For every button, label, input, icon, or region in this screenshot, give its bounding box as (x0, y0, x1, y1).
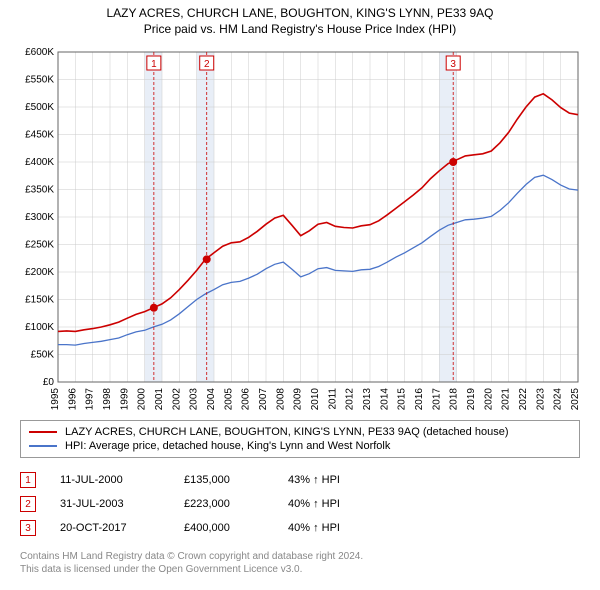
svg-text:1996: 1996 (67, 388, 78, 411)
svg-text:£300K: £300K (25, 212, 54, 223)
footer-line2: This data is licensed under the Open Gov… (20, 563, 580, 576)
legend-label: HPI: Average price, detached house, King… (65, 440, 390, 452)
transaction-price: £223,000 (184, 498, 264, 510)
svg-text:2025: 2025 (570, 388, 581, 411)
chart-svg: £0 £50K £100K £150K £200K £250K £300K £350K £400… (10, 42, 590, 412)
svg-text:2019: 2019 (466, 388, 477, 411)
chart-title-line2: Price paid vs. HM Land Registry's House … (10, 22, 590, 36)
legend-swatch (29, 431, 57, 433)
transaction-price: £400,000 (184, 522, 264, 534)
svg-text:2010: 2010 (310, 388, 321, 411)
svg-text:2008: 2008 (275, 388, 286, 411)
transaction-date: 31-JUL-2003 (60, 498, 160, 510)
svg-text:2024: 2024 (553, 388, 564, 411)
legend-label: LAZY ACRES, CHURCH LANE, BOUGHTON, KING'… (65, 426, 508, 438)
svg-text:£550K: £550K (25, 75, 54, 86)
svg-text:2015: 2015 (397, 388, 408, 411)
svg-text:2022: 2022 (518, 388, 529, 411)
chart-title-line1: LAZY ACRES, CHURCH LANE, BOUGHTON, KING'… (10, 6, 590, 20)
svg-text:2000: 2000 (137, 388, 148, 411)
transaction-date: 11-JUL-2000 (60, 474, 160, 486)
transaction-marker-number: 3 (20, 520, 36, 536)
svg-text:1: 1 (151, 59, 157, 70)
svg-text:2003: 2003 (189, 388, 200, 411)
svg-text:£450K: £450K (25, 130, 54, 141)
transaction-price: £135,000 (184, 474, 264, 486)
svg-text:£50K: £50K (31, 350, 55, 361)
transaction-hpi-delta: 40% ↑ HPI (288, 522, 388, 534)
svg-text:1998: 1998 (102, 388, 113, 411)
svg-text:1997: 1997 (85, 388, 96, 411)
svg-text:2017: 2017 (431, 388, 442, 411)
svg-text:2001: 2001 (154, 388, 165, 411)
svg-text:2021: 2021 (501, 388, 512, 411)
svg-text:2004: 2004 (206, 388, 217, 411)
footer-line1: Contains HM Land Registry data © Crown c… (20, 550, 580, 563)
svg-text:£350K: £350K (25, 185, 54, 196)
transaction-hpi-delta: 43% ↑ HPI (288, 474, 388, 486)
transaction-row: 2 31-JUL-2003 £223,000 40% ↑ HPI (20, 492, 580, 516)
legend-row: LAZY ACRES, CHURCH LANE, BOUGHTON, KING'… (29, 425, 571, 439)
price-chart: £0 £50K £100K £150K £200K £250K £300K £350K £400… (10, 42, 590, 412)
data-attribution-footer: Contains HM Land Registry data © Crown c… (20, 550, 580, 576)
transaction-marker-number: 1 (20, 472, 36, 488)
svg-text:£500K: £500K (25, 102, 54, 113)
svg-text:2014: 2014 (379, 388, 390, 411)
svg-text:£0: £0 (43, 377, 55, 388)
svg-text:£400K: £400K (25, 157, 54, 168)
chart-title-block: LAZY ACRES, CHURCH LANE, BOUGHTON, KING'… (0, 0, 600, 38)
svg-text:2023: 2023 (535, 388, 546, 411)
svg-text:£250K: £250K (25, 240, 54, 251)
svg-text:£100K: £100K (25, 322, 54, 333)
transaction-hpi-delta: 40% ↑ HPI (288, 498, 388, 510)
svg-text:1999: 1999 (119, 388, 130, 411)
svg-text:2018: 2018 (449, 388, 460, 411)
legend-swatch (29, 445, 57, 447)
svg-text:2005: 2005 (223, 388, 234, 411)
svg-text:2016: 2016 (414, 388, 425, 411)
svg-text:1995: 1995 (50, 388, 61, 411)
svg-text:£150K: £150K (25, 295, 54, 306)
svg-text:2002: 2002 (171, 388, 182, 411)
svg-text:2006: 2006 (241, 388, 252, 411)
chart-legend: LAZY ACRES, CHURCH LANE, BOUGHTON, KING'… (20, 420, 580, 458)
transaction-date: 20-OCT-2017 (60, 522, 160, 534)
svg-text:2012: 2012 (345, 388, 356, 411)
transaction-marker-number: 2 (20, 496, 36, 512)
legend-row: HPI: Average price, detached house, King… (29, 439, 571, 453)
transaction-table: 1 11-JUL-2000 £135,000 43% ↑ HPI 2 31-JUL-200… (20, 468, 580, 540)
svg-text:3: 3 (450, 59, 456, 70)
svg-text:2011: 2011 (327, 388, 338, 410)
svg-text:2007: 2007 (258, 388, 269, 411)
svg-text:2020: 2020 (483, 388, 494, 411)
svg-text:2009: 2009 (293, 388, 304, 411)
svg-text:2: 2 (204, 59, 210, 70)
svg-text:£200K: £200K (25, 267, 54, 278)
transaction-row: 1 11-JUL-2000 £135,000 43% ↑ HPI (20, 468, 580, 492)
svg-text:£600K: £600K (25, 47, 54, 58)
transaction-row: 3 20-OCT-2017 £400,000 40% ↑ HPI (20, 516, 580, 540)
svg-text:2013: 2013 (362, 388, 373, 411)
